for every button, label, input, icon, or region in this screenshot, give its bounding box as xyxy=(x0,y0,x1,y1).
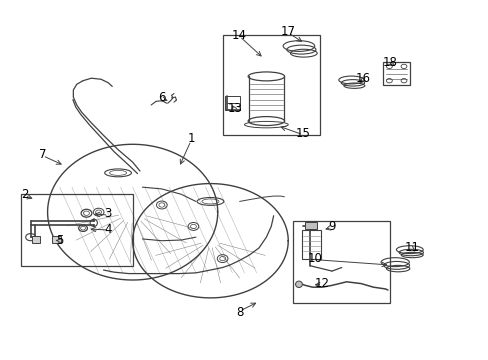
Text: 16: 16 xyxy=(355,72,370,85)
Text: 6: 6 xyxy=(158,91,165,104)
Text: 13: 13 xyxy=(227,102,242,115)
Bar xyxy=(224,96,239,111)
Bar xyxy=(382,62,409,85)
Text: 12: 12 xyxy=(314,277,329,290)
Bar xyxy=(305,222,316,229)
Bar xyxy=(52,236,61,243)
Text: 15: 15 xyxy=(295,127,310,140)
Ellipse shape xyxy=(295,281,302,288)
Text: 3: 3 xyxy=(104,207,112,220)
Text: 2: 2 xyxy=(21,188,28,201)
Text: 1: 1 xyxy=(187,132,194,145)
Text: 11: 11 xyxy=(404,241,419,255)
Text: 10: 10 xyxy=(307,252,322,265)
Text: 8: 8 xyxy=(236,306,243,319)
Bar xyxy=(31,236,40,243)
Bar xyxy=(222,35,319,135)
Text: 18: 18 xyxy=(382,55,397,69)
Text: 17: 17 xyxy=(280,25,295,38)
Text: 4: 4 xyxy=(104,223,112,236)
Text: 5: 5 xyxy=(56,234,63,247)
Bar xyxy=(21,194,132,266)
Text: 7: 7 xyxy=(39,148,46,162)
Text: 9: 9 xyxy=(327,220,335,233)
Text: 14: 14 xyxy=(232,29,246,42)
Bar xyxy=(292,221,389,303)
Bar xyxy=(301,230,321,258)
